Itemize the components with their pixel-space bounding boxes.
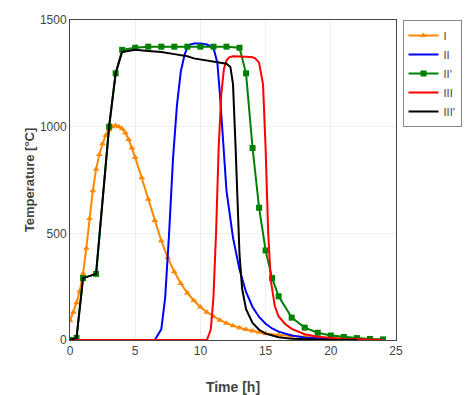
svg-text:I: I bbox=[444, 30, 447, 42]
svg-text:500: 500 bbox=[47, 227, 67, 241]
svg-text:0: 0 bbox=[67, 344, 74, 358]
svg-text:II: II bbox=[444, 49, 450, 61]
svg-text:15: 15 bbox=[259, 344, 273, 358]
svg-text:20: 20 bbox=[324, 344, 338, 358]
svg-text:25: 25 bbox=[389, 344, 403, 358]
svg-text:III: III bbox=[444, 87, 453, 99]
svg-text:10: 10 bbox=[194, 344, 208, 358]
svg-text:Time [h]: Time [h] bbox=[206, 379, 260, 395]
svg-text:Temperature [°C]: Temperature [°C] bbox=[22, 128, 37, 233]
svg-text:5: 5 bbox=[132, 344, 139, 358]
svg-text:III': III' bbox=[444, 106, 455, 118]
svg-text:1000: 1000 bbox=[40, 120, 67, 134]
svg-text:1500: 1500 bbox=[40, 13, 67, 27]
svg-text:0: 0 bbox=[60, 333, 67, 347]
svg-text:II': II' bbox=[444, 68, 452, 80]
